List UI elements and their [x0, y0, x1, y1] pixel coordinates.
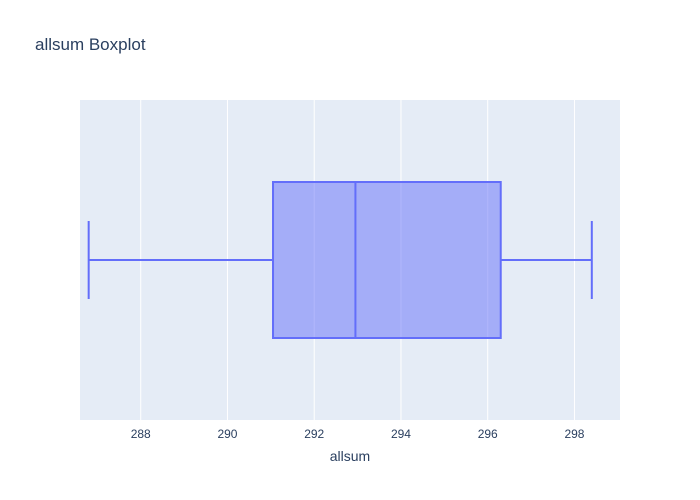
x-tick-label-290: 290 — [217, 427, 237, 441]
x-tick-label-294: 294 — [391, 427, 411, 441]
x-tick-label-298: 298 — [564, 427, 584, 441]
box-trace[interactable] — [87, 181, 593, 339]
interquartile-box[interactable] — [272, 181, 502, 339]
x-tick-label-288: 288 — [131, 427, 151, 441]
chart-title: allsum Boxplot — [35, 35, 146, 54]
x-tick-labels: 288 290 292 294 296 298 — [131, 427, 585, 441]
x-tick-label-292: 292 — [304, 427, 324, 441]
x-tick-label-296: 296 — [478, 427, 498, 441]
x-axis-title: allsum — [330, 448, 370, 464]
